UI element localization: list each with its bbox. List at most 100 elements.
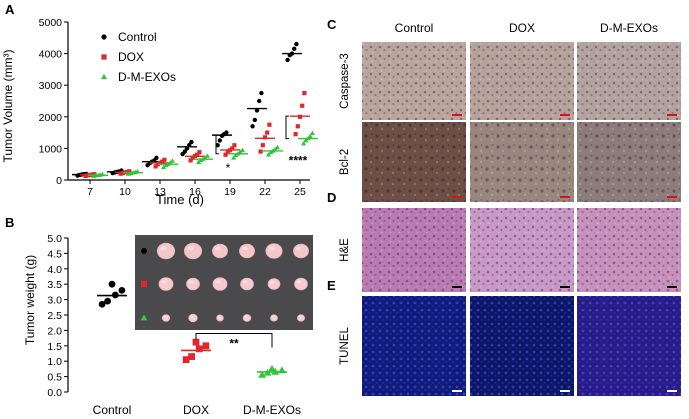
tumor-highlight — [296, 246, 302, 251]
histology-scale-bar — [667, 114, 677, 116]
tumor-specimen — [156, 242, 176, 260]
panel-a-xtick-label: 13 — [154, 186, 166, 198]
panel-b-point — [268, 364, 276, 372]
histology-scale-bar — [667, 390, 677, 392]
histology-texture — [577, 296, 681, 396]
histology-scale-bar — [452, 286, 462, 288]
tumor-specimen — [212, 243, 229, 259]
panel-a-legend-label: DOX — [118, 50, 144, 64]
panel-b-sig-bracket — [195, 332, 273, 348]
histology-row-label: TUNEL — [339, 327, 351, 365]
panel-a-point — [189, 139, 194, 145]
panel-b-point — [188, 353, 195, 360]
histology-texture — [577, 208, 681, 292]
panel-a-point — [239, 147, 245, 153]
panel-a-xtick-label: 10 — [119, 186, 131, 198]
panel-a-sig-25: **** — [289, 154, 308, 168]
panel-a-legend-marker — [101, 34, 107, 40]
panel-a-point — [285, 57, 290, 63]
panel-a-point — [301, 141, 307, 146]
histology-column-label: DOX — [509, 21, 535, 35]
panel-b-marks: ** — [97, 280, 287, 378]
histology-texture — [362, 208, 466, 292]
panel-b-point — [104, 297, 111, 305]
histology-scale-bar — [667, 196, 677, 198]
panel-a-ytick-label: 0 — [56, 175, 62, 187]
panel-a-ytick-label: 4000 — [39, 49, 63, 61]
panel-a-point — [83, 173, 88, 178]
panel-a-point — [274, 144, 280, 150]
panel-a-point — [217, 138, 222, 143]
tumor-specimen — [161, 314, 171, 322]
histology-row-label: H&E — [339, 238, 351, 262]
panel-a-point — [307, 133, 313, 139]
panel-a-legend-label: Control — [118, 30, 157, 44]
panel-a-xtick-label: 19 — [224, 186, 236, 198]
tumor-highlight — [215, 246, 221, 251]
histology-scale-bar — [452, 114, 462, 116]
tumor-specimen — [239, 243, 256, 259]
panel-a-axes: 0 1000 2000 3000 4000 5000 7 10 13 16 19 22 25 — [39, 17, 310, 198]
histology-texture — [470, 208, 574, 292]
tumor-highlight — [187, 246, 194, 251]
panel-a-point — [295, 124, 300, 129]
histology-texture — [470, 296, 574, 396]
tumor-highlight — [217, 316, 221, 318]
histology-row-label: Caspase-3 — [339, 53, 351, 109]
panel-b-ylabel: Tumor weight (g) — [23, 255, 37, 345]
tumor-specimen — [296, 314, 306, 322]
histology-column-label: D-M-EXOs — [600, 21, 658, 35]
panel-a-point — [254, 108, 260, 113]
tumor-highlight — [242, 280, 248, 284]
histology-texture — [470, 122, 574, 202]
tumor-specimen — [186, 277, 200, 291]
tumor-highlight — [244, 315, 248, 318]
panel-a-point — [223, 152, 228, 157]
panel-a-bracket-19 — [215, 134, 219, 155]
panel-a-point — [204, 153, 210, 158]
tumor-highlight — [298, 315, 302, 318]
panel-a-point — [160, 159, 165, 164]
panel-a-point — [259, 90, 264, 96]
panel-a-xlabel: Time (d) — [156, 192, 204, 207]
panel-a-point — [92, 172, 97, 177]
histology-scale-bar — [560, 390, 570, 392]
panel-b-point — [258, 370, 267, 378]
histology-scale-bar — [560, 196, 570, 198]
panel-a-point — [225, 150, 230, 155]
histology-panel-letter: E — [327, 278, 336, 293]
panel-a-point — [182, 149, 187, 154]
panel-a-point — [267, 122, 272, 127]
histology-texture — [470, 42, 574, 120]
histology-texture — [362, 122, 466, 202]
panel-a-point — [195, 152, 200, 157]
tumor-specimen — [240, 277, 254, 291]
histology-scale-bar — [452, 390, 462, 392]
panel-b-ytick-label: 2.0 — [47, 325, 62, 337]
panel-b-category-label: D-M-EXOs — [243, 403, 301, 417]
panel-b-point — [182, 356, 190, 364]
panel-a-point — [258, 149, 263, 154]
panel-a-point — [293, 132, 298, 137]
tumor-photo — [135, 235, 313, 330]
tumor-specimen — [270, 314, 278, 322]
panel-a-point — [233, 152, 239, 158]
panel-b-ytick-label: 0.0 — [47, 387, 62, 399]
panel-a-point — [153, 164, 158, 169]
panel-a-point — [260, 143, 265, 148]
panel-a-point — [262, 135, 268, 140]
panel-a-point — [230, 146, 235, 151]
panel-a-letter: A — [5, 2, 15, 17]
panel-b-ytick-label: 0.5 — [47, 372, 62, 384]
panel-a-point — [163, 162, 169, 168]
panel-a-bracket-25 — [285, 115, 289, 140]
panel-b-ytick-label: 1.5 — [47, 341, 62, 353]
panel-a-point — [127, 169, 132, 174]
panel-a-point — [162, 157, 167, 162]
panel-a-ylabel: Tumor Volume (mm³) — [1, 50, 15, 163]
tumor-highlight — [268, 246, 275, 251]
panel-b-point — [202, 342, 210, 350]
panel-a-point — [155, 162, 160, 167]
panel-a-point — [197, 150, 202, 155]
